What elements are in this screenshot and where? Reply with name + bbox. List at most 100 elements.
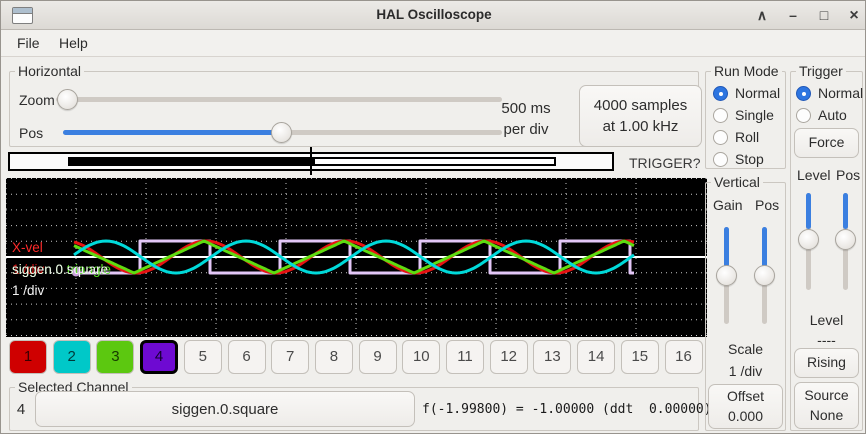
trigger-pos-slider-handle[interactable] [835, 229, 856, 250]
channel-button-4[interactable]: 4 [140, 340, 179, 374]
pos-slider-label: Pos [19, 125, 44, 141]
scope-label-1: 1 /div [12, 262, 45, 277]
run-mode-option-stop[interactable]: Stop [713, 148, 783, 170]
scope-trace-sine [73, 239, 635, 275]
channel-button-9[interactable]: 9 [358, 340, 397, 374]
vertical-offset-label: Offset [726, 387, 765, 404]
trigger-source-label: Source [804, 386, 849, 403]
channel-button-1[interactable]: 1 [9, 340, 47, 374]
window-icon [12, 7, 33, 24]
channel-button-8[interactable]: 8 [314, 340, 353, 374]
radio-icon [713, 107, 728, 123]
trigger-mode-option-auto[interactable]: Auto [796, 104, 860, 126]
zoom-slider-track[interactable] [56, 97, 502, 102]
channel-button-7[interactable]: 7 [271, 340, 310, 374]
vertical-frame-label: Vertical [711, 174, 763, 190]
time-per-div-unit: per div [503, 121, 549, 138]
trigger-level-slider-fill [806, 193, 811, 229]
trigger-radio-group: Normal Auto [796, 82, 864, 126]
trigger-mode-option-label: Auto [818, 107, 847, 123]
trigger-level-label: Level [809, 312, 844, 328]
zoom-slider-label: Zoom [19, 92, 55, 108]
vertical-gain-label: Gain [713, 197, 743, 213]
vertical-scale-value: 1 /div [728, 363, 763, 379]
vertical-scale-label: Scale [727, 341, 764, 357]
radio-icon [796, 107, 811, 123]
trigger-force-button[interactable]: Force [794, 128, 859, 158]
vertical-pos-slider-fill [762, 227, 767, 267]
trigger-pos-slider-label: Pos [836, 167, 861, 183]
trigger-edge-button[interactable]: Rising [794, 348, 859, 378]
trigger-source-button[interactable]: Source None [794, 382, 859, 429]
channel-button-12[interactable]: 12 [489, 340, 528, 374]
maximize-icon[interactable]: □ [819, 7, 829, 23]
channel-button-11[interactable]: 11 [446, 340, 484, 374]
title-bar: HAL Oscilloscope ∧ – □ × [1, 1, 865, 30]
scope-display[interactable]: X-vel 1 /div siggen.0.triangle siggen.0.squ… [5, 178, 707, 337]
channel-button-14[interactable]: 14 [577, 340, 616, 374]
trigger-pos-slider-fill [843, 193, 848, 229]
vertical-frame: Vertical Gain Pos Scale 1 /div Offset 0.… [705, 174, 786, 431]
menu-help[interactable]: Help [59, 35, 88, 51]
run-mode-frame-label: Run Mode [711, 63, 782, 79]
trigger-frame-label: Trigger [796, 63, 846, 79]
channel-button-15[interactable]: 15 [620, 340, 659, 374]
trigger-position-marker [310, 147, 312, 175]
trigger-mode-option-normal[interactable]: Normal [796, 82, 864, 104]
trigger-force-label: Force [808, 134, 845, 151]
channel-button-10[interactable]: 10 [402, 340, 441, 374]
channel-source-button[interactable]: siggen.0.square [35, 391, 415, 427]
scope-trace-triangle [73, 239, 635, 275]
run-mode-option-label: Normal [735, 85, 781, 101]
vertical-offset-button[interactable]: Offset 0.000 [708, 384, 783, 429]
run-mode-radio-group: Normal Single Roll Stop [713, 82, 783, 170]
horizontal-frame-label: Horizontal [15, 63, 85, 79]
channel-button-5[interactable]: 5 [183, 340, 222, 374]
vertical-gain-slider-fill [724, 227, 729, 267]
menu-file[interactable]: File [17, 35, 40, 51]
run-mode-option-normal[interactable]: Normal [713, 82, 783, 104]
trigger-source-value: None [809, 406, 844, 423]
vertical-pos-slider-handle[interactable] [754, 265, 775, 286]
run-mode-option-label: Roll [735, 129, 760, 145]
minimize-icon[interactable]: – [789, 7, 797, 23]
channel-button-16[interactable]: 16 [664, 340, 703, 374]
trigger-edge-value: Rising [807, 354, 846, 371]
run-mode-option-roll[interactable]: Roll [713, 126, 783, 148]
pos-slider-handle[interactable] [271, 122, 292, 143]
vertical-pos-label: Pos [755, 197, 780, 213]
channel-button-3[interactable]: 3 [96, 340, 135, 374]
window-title: HAL Oscilloscope [376, 7, 492, 22]
zoom-slider-handle[interactable] [57, 89, 78, 110]
radio-icon [713, 85, 728, 101]
record-filled-segment [68, 157, 313, 166]
run-mode-frame: Run Mode Normal Single Roll Stop [705, 63, 786, 170]
time-per-div-value: 500 ms [501, 100, 551, 117]
samples-count: 4000 samples [593, 97, 688, 114]
samples-rate: at 1.00 kHz [602, 118, 679, 135]
run-mode-option-single[interactable]: Single [713, 104, 783, 126]
radio-icon [796, 85, 811, 101]
channel-button-6[interactable]: 6 [227, 340, 266, 374]
run-mode-option-label: Stop [735, 151, 764, 167]
trigger-mode-option-label: Normal [818, 85, 864, 101]
channel-button-2[interactable]: 2 [52, 340, 91, 374]
channel-button-13[interactable]: 13 [533, 340, 572, 374]
close-icon[interactable]: × [849, 7, 859, 24]
channel-source-name: siggen.0.square [171, 400, 279, 418]
pos-slider-fill [63, 130, 282, 135]
vertical-offset-value: 0.000 [727, 407, 764, 424]
scope-label-3: siggen.0.square [12, 262, 108, 277]
radio-icon [713, 129, 728, 145]
trigger-level-slider-handle[interactable] [798, 229, 819, 250]
selected-channel-number: 4 [16, 401, 26, 418]
samples-rate-button[interactable]: 4000 samples at 1.00 kHz [579, 85, 702, 147]
scope-trigger-point-icon [71, 267, 81, 277]
scope-label-4: 1 /div [12, 283, 45, 298]
vertical-gain-slider-handle[interactable] [716, 265, 737, 286]
shade-icon[interactable]: ∧ [756, 7, 768, 23]
run-mode-option-label: Single [735, 107, 774, 123]
radio-icon [713, 151, 728, 167]
